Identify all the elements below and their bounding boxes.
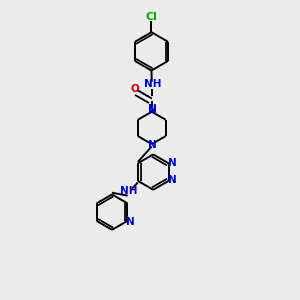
Text: N: N [148,140,156,150]
Text: N: N [168,158,177,168]
Text: N: N [126,217,135,226]
Text: N: N [168,175,177,185]
Text: NH: NH [120,186,138,196]
Text: Cl: Cl [146,13,158,22]
Text: N: N [148,106,156,116]
Text: N: N [148,104,157,114]
Text: NH: NH [144,79,161,89]
Text: O: O [130,84,139,94]
